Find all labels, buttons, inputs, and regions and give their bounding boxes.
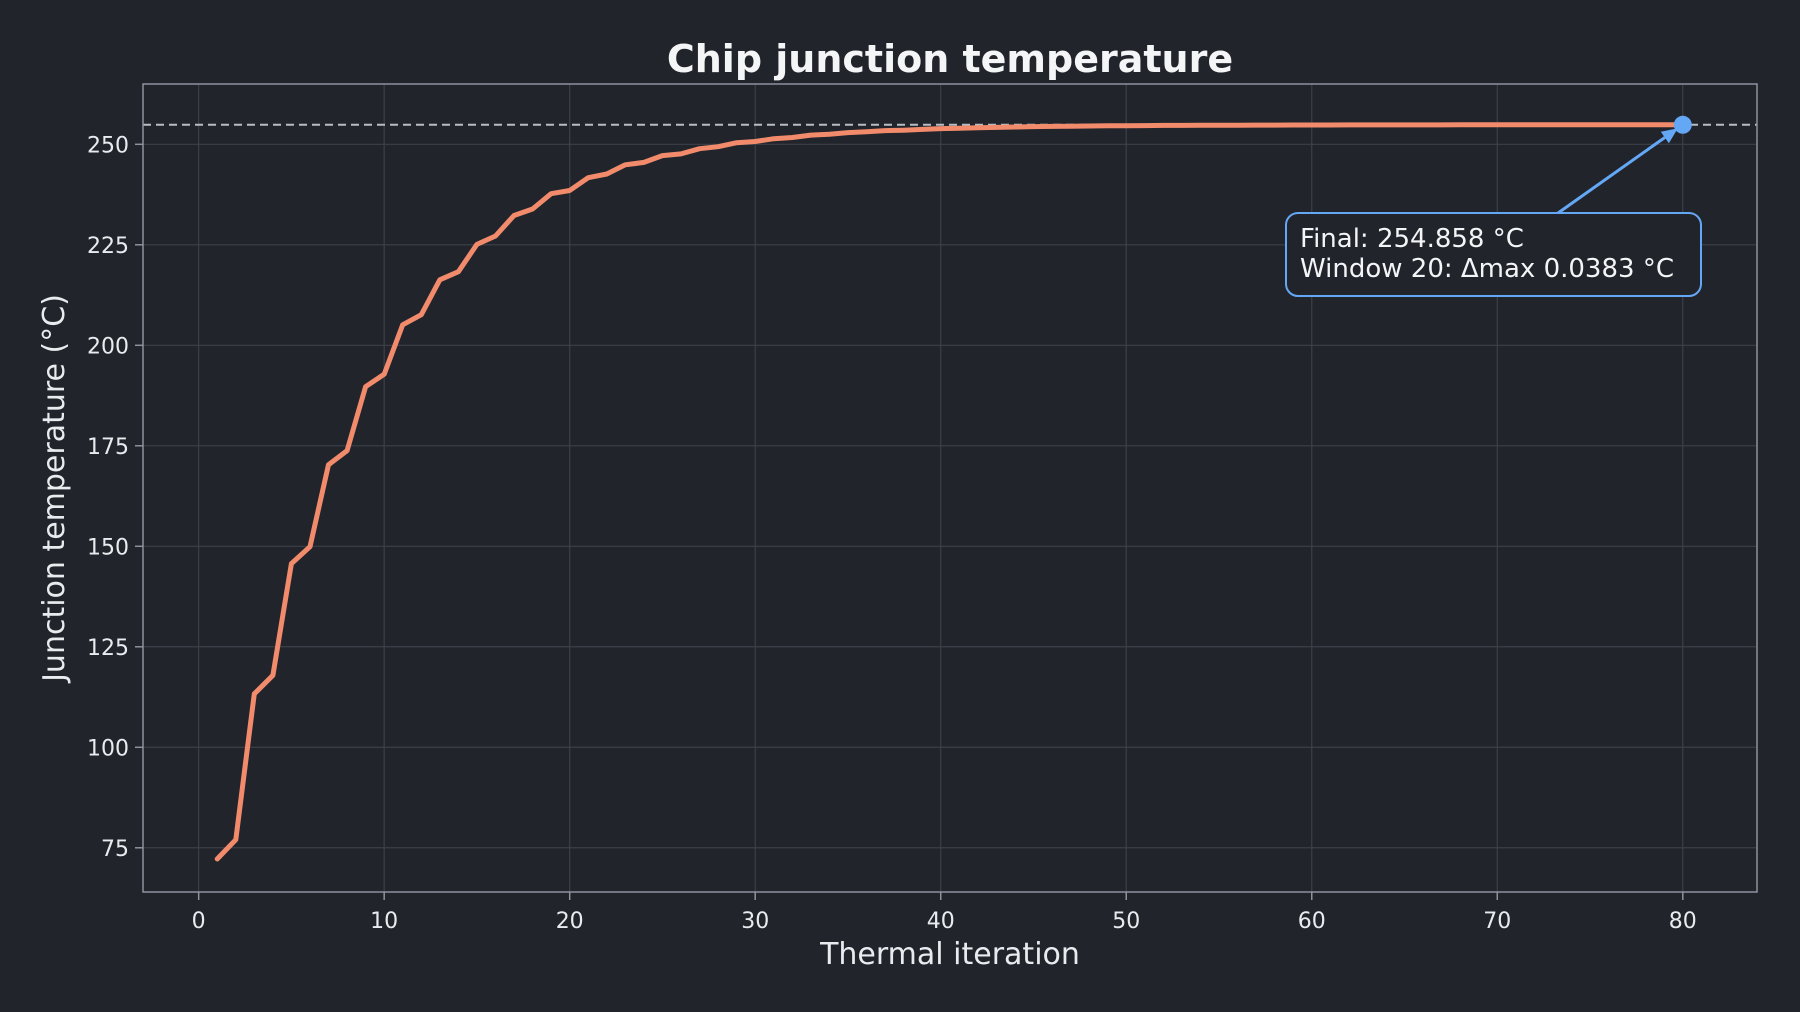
y-tick-label: 100	[87, 736, 129, 761]
x-tick-label: 40	[927, 909, 955, 934]
annotation-line-2: Window 20: Δmax 0.0383 °C	[1300, 254, 1674, 284]
y-axis-label: Junction temperature (°C)	[37, 294, 72, 684]
x-tick-label: 60	[1298, 909, 1326, 934]
x-tick-label: 0	[192, 909, 206, 934]
x-tick-label: 30	[741, 909, 769, 934]
y-tick-label: 75	[101, 837, 129, 862]
chart-title: Chip junction temperature	[667, 37, 1233, 81]
y-tick-label: 200	[87, 334, 129, 359]
x-tick-label: 70	[1483, 909, 1511, 934]
y-tick-label: 175	[87, 435, 129, 460]
annotation-box	[1285, 212, 1702, 297]
x-axis-label: Thermal iteration	[819, 937, 1080, 972]
x-tick-label: 20	[556, 909, 584, 934]
final-marker-group	[1673, 115, 1692, 134]
annotation-arrow	[1552, 136, 1666, 218]
x-tick-labels: 0 10 20 30 40 50 60 70 80	[192, 909, 1697, 934]
series-group	[214, 122, 1686, 862]
annotation-arrowhead	[1660, 128, 1678, 144]
annotation-line-1: Final: 254.858 °C	[1300, 224, 1524, 254]
x-tick-label: 10	[370, 909, 398, 934]
annotation-group: Final: 254.858 °C Window 20: Δmax 0.0383…	[1285, 128, 1702, 297]
y-tick-labels: 75 100 125 150 175 200 225 250	[87, 133, 129, 861]
x-tick-label: 50	[1112, 909, 1140, 934]
y-tick-label: 250	[87, 133, 129, 158]
plot-frame	[142, 83, 1758, 893]
series-line	[214, 122, 1686, 862]
y-tick-label: 150	[87, 535, 129, 560]
grid-lines	[135, 84, 1757, 900]
y-tick-label: 225	[87, 234, 129, 259]
final-point-marker	[1673, 115, 1692, 134]
y-tick-label: 125	[87, 636, 129, 661]
x-tick-label: 80	[1669, 909, 1697, 934]
